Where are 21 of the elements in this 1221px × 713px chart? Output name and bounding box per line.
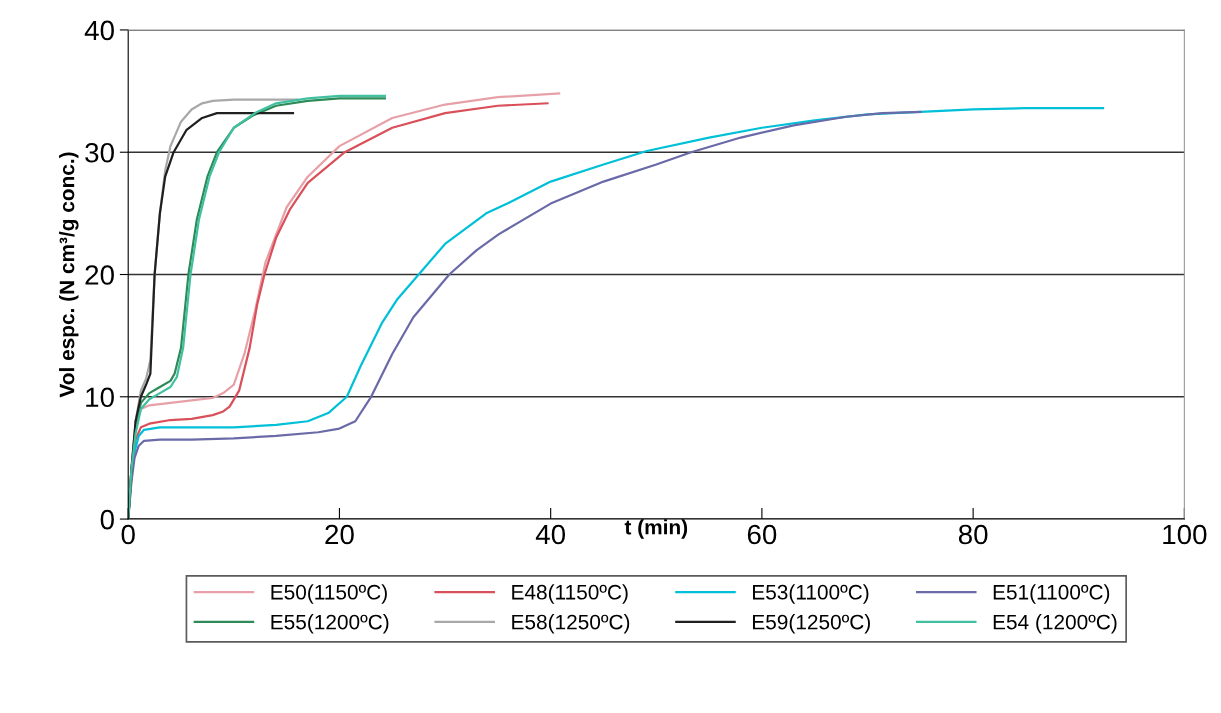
x-tick-label: 100: [1163, 524, 1207, 545]
legend-label: E58(1250ºC): [512, 614, 630, 634]
y-tick-label: 20: [85, 265, 114, 285]
legend-label: E51(1100ºC): [993, 584, 1110, 604]
x-tick-label: 20: [325, 524, 354, 545]
legend-label: E48(1150ºC): [512, 584, 628, 604]
x-tick-label: 60: [747, 524, 777, 545]
y-tick-label: 0: [100, 509, 114, 530]
legend-label: E53(1100ºC): [753, 584, 869, 604]
y-axis-title: Vol espc. (N cm³/g conc.): [59, 152, 79, 398]
x-tick-label: 0: [121, 524, 135, 545]
y-tick-label: 30: [85, 142, 114, 163]
legend-label: E50(1150ºC): [271, 584, 387, 604]
legend-label: E54 (1200ºC): [993, 614, 1117, 634]
x-axis-title: t (min): [624, 519, 688, 539]
y-tick-label: 10: [86, 387, 114, 408]
legend-label: E59(1250ºC): [753, 614, 870, 634]
legend-label: E55(1200ºC): [271, 614, 389, 634]
x-tick-label: 80: [958, 524, 988, 545]
x-tick-label: 40: [535, 524, 566, 545]
y-tick-label: 40: [84, 20, 114, 41]
